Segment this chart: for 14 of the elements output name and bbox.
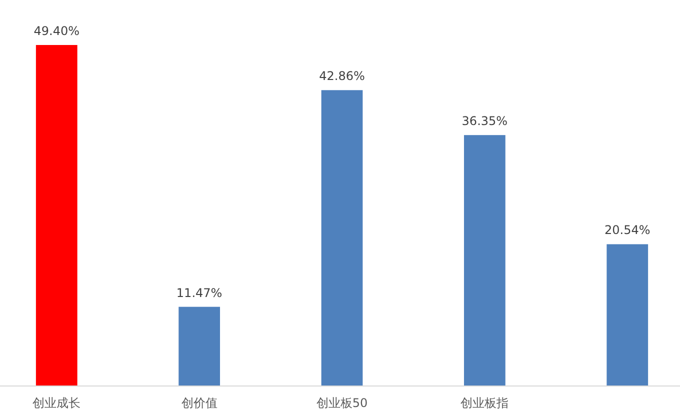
x-tick-label: 创业板50 bbox=[316, 396, 368, 410]
bar bbox=[606, 244, 648, 386]
data-label: 42.86% bbox=[319, 69, 365, 84]
bar bbox=[36, 45, 78, 386]
data-label: 36.35% bbox=[462, 114, 508, 128]
bar bbox=[464, 135, 506, 386]
x-tick-label: 创业成长 bbox=[32, 396, 81, 410]
x-tick-label: 创价值 bbox=[181, 396, 218, 410]
data-label: 11.47% bbox=[176, 286, 222, 300]
bar bbox=[321, 90, 363, 386]
data-label: 20.54% bbox=[604, 223, 650, 238]
bar bbox=[178, 306, 220, 386]
data-label: 49.40% bbox=[34, 24, 80, 38]
x-tick-label: 创业板指 bbox=[460, 396, 509, 410]
